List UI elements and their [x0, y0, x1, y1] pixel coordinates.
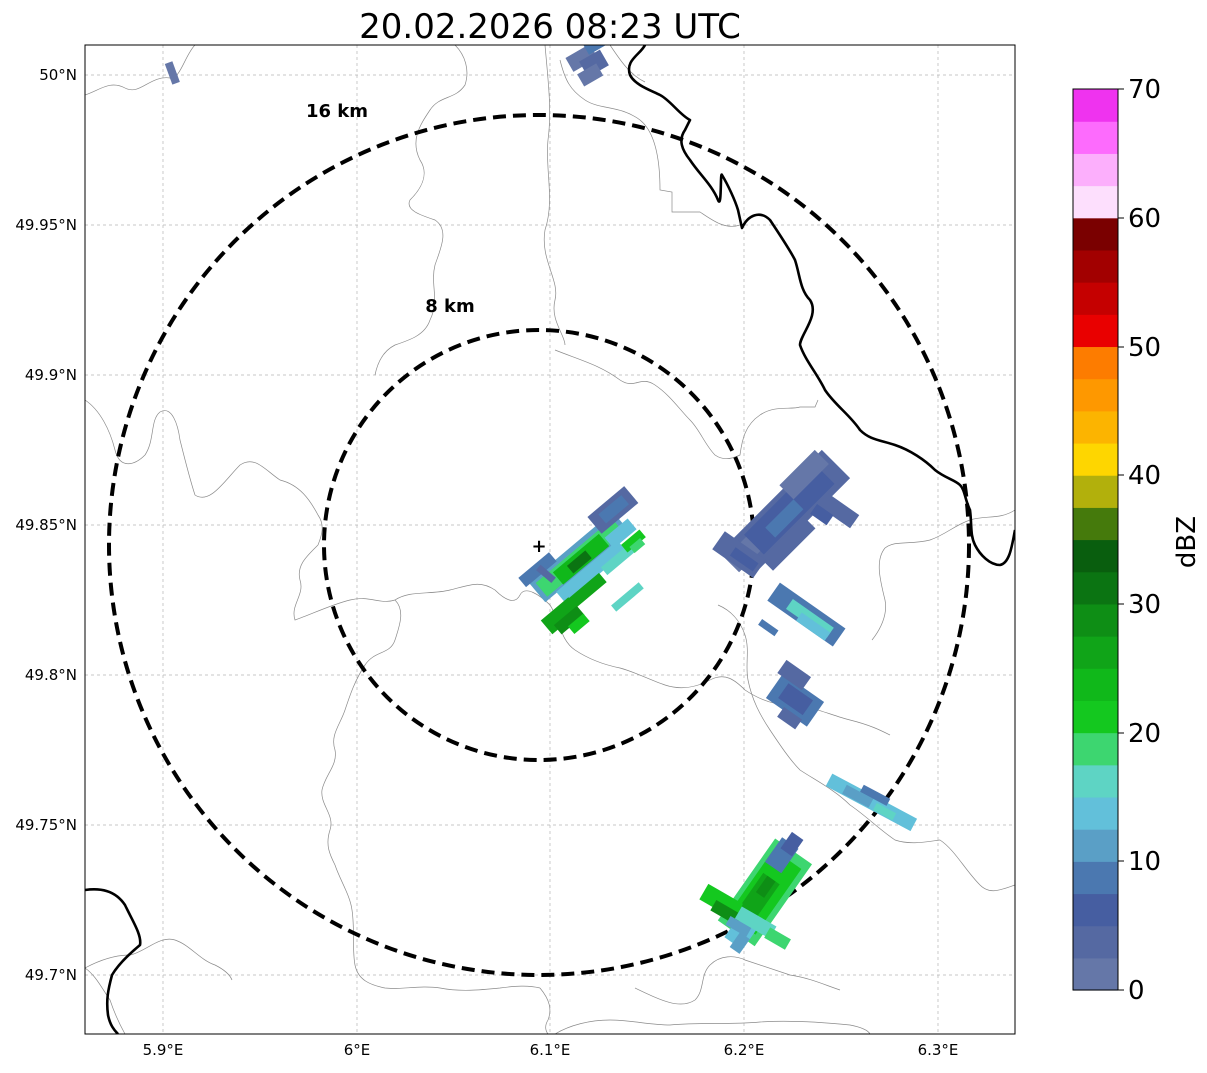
colorbar-band: [1073, 732, 1118, 766]
colorbar-label: dBZ: [1172, 516, 1202, 568]
ring-label-16km: 16 km: [306, 101, 368, 122]
admin-boundaries: [85, 45, 1015, 1034]
colorbar-tick-label: 0: [1128, 976, 1145, 1006]
colorbar-band: [1073, 571, 1118, 605]
colorbar-band: [1073, 925, 1118, 959]
colorbar-band: [1073, 796, 1118, 830]
colorbar-band: [1073, 89, 1118, 122]
colorbar-band: [1073, 764, 1118, 798]
lon-tick-label: 6.2°E: [724, 1041, 765, 1059]
colorbar-band: [1073, 957, 1118, 991]
colorbar-band: [1073, 314, 1118, 348]
radar-echoes: [164, 45, 918, 954]
colorbar-tick-label: 10: [1128, 847, 1161, 877]
latitude-tick-labels: 50°N 49.95°N 49.9°N 49.85°N 49.8°N 49.75…: [15, 66, 77, 984]
lat-tick-label: 49.9°N: [25, 366, 77, 384]
colorbar-band: [1073, 603, 1118, 637]
colorbar-band: [1073, 668, 1118, 701]
colorbar-bands: [1073, 89, 1118, 991]
colorbar: 0 10 20 30 40 50 60 70 dBZ: [1072, 75, 1202, 1006]
colorbar-band: [1073, 249, 1118, 283]
longitude-tick-labels: 5.9°E 6°E 6.1°E 6.2°E 6.3°E: [143, 1041, 959, 1059]
lat-tick-label: 49.95°N: [15, 216, 77, 234]
colorbar-band: [1073, 410, 1118, 444]
colorbar-band: [1073, 185, 1118, 219]
colorbar-tick-label: 20: [1128, 719, 1161, 749]
national-border: [85, 45, 1015, 1034]
colorbar-band: [1073, 153, 1118, 187]
colorbar-band: [1073, 346, 1118, 380]
colorbar-tick-label: 60: [1128, 204, 1161, 234]
colorbar-ticks: [1118, 88, 1124, 991]
colorbar-band: [1073, 636, 1118, 669]
lon-tick-label: 6.1°E: [530, 1041, 571, 1059]
lat-tick-label: 49.75°N: [15, 816, 77, 834]
colorbar-band: [1073, 121, 1118, 154]
colorbar-tick-label: 50: [1128, 333, 1161, 363]
map-title: 20.02.2026 08:23 UTC: [359, 7, 741, 47]
colorbar-tick-label: 30: [1128, 590, 1161, 620]
colorbar-band: [1073, 282, 1118, 315]
gridlines: [85, 45, 1015, 1034]
colorbar-band: [1073, 442, 1118, 476]
colorbar-band: [1073, 217, 1118, 251]
lon-tick-label: 5.9°E: [143, 1041, 184, 1059]
colorbar-band: [1073, 700, 1118, 734]
radar-site-marker: +: [531, 536, 546, 557]
colorbar-band: [1073, 507, 1118, 541]
range-ring-16km: [107, 113, 971, 977]
ring-label-8km: 8 km: [425, 296, 475, 317]
colorbar-band: [1073, 475, 1118, 508]
lat-tick-label: 49.7°N: [25, 966, 77, 984]
colorbar-band: [1073, 378, 1118, 412]
colorbar-band: [1073, 861, 1118, 895]
lat-tick-label: 49.85°N: [15, 516, 77, 534]
colorbar-band: [1073, 829, 1118, 862]
lon-tick-label: 6°E: [344, 1041, 371, 1059]
lat-tick-label: 50°N: [39, 66, 77, 84]
lat-tick-label: 49.8°N: [25, 666, 77, 684]
colorbar-tick-labels: 0 10 20 30 40 50 60 70: [1128, 75, 1161, 1006]
colorbar-band: [1073, 893, 1118, 927]
lon-tick-label: 6.3°E: [918, 1041, 959, 1059]
colorbar-band: [1073, 539, 1118, 573]
colorbar-tick-label: 70: [1128, 75, 1161, 105]
colorbar-tick-label: 40: [1128, 461, 1161, 491]
